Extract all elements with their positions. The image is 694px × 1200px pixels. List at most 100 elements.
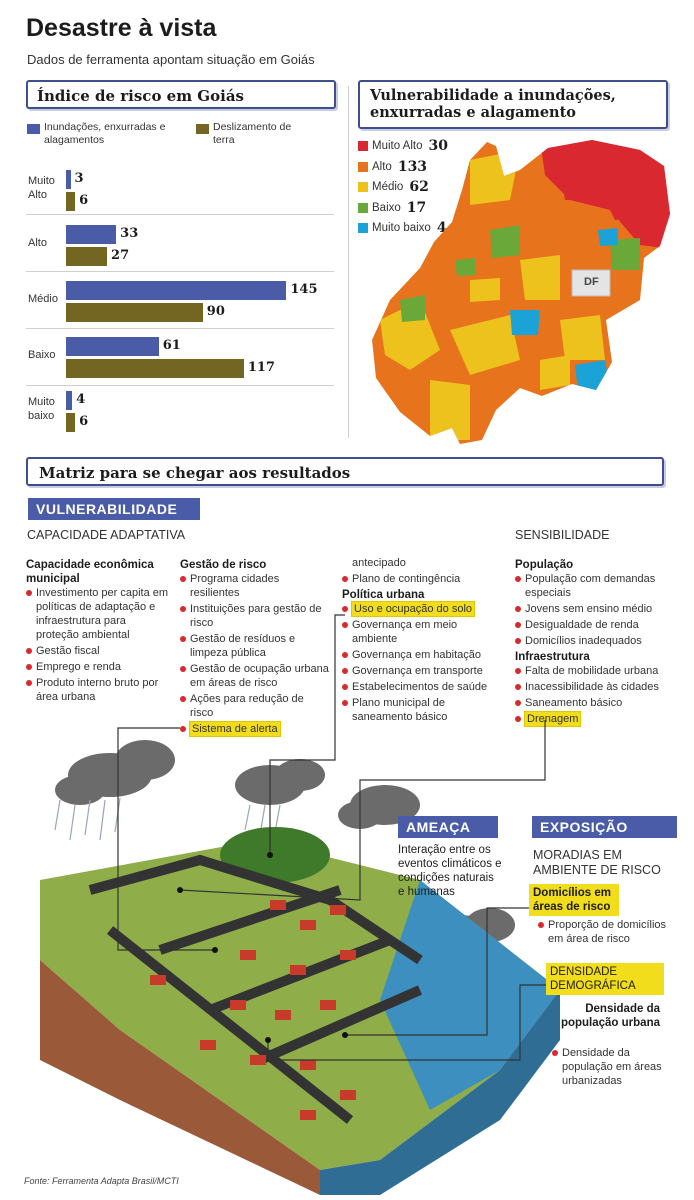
list-item: Governança em meio ambiente [342,618,492,646]
legend-swatch [358,182,368,192]
bar [66,281,287,300]
sensibilidade-heading: SENSIBILIDADE [515,528,610,542]
houses [150,900,356,1120]
list-item: Saneamento básico [515,696,665,710]
bar-value-label: 4 [76,392,86,407]
legend-label: Alto [372,160,392,173]
list-item-continued: antecipado [352,557,406,569]
list-item: Jovens sem ensino médio [515,602,665,616]
list-item: Investimento per capita em políticas de … [26,586,171,642]
legend-swatch [358,141,368,151]
bar [66,359,244,378]
list-item: Programa cidades resilientes [180,572,330,600]
legend-value: 4 [436,220,447,236]
legend-value: 62 [409,179,429,195]
legend-label-flood: Inundações, enxurradas e alagamentos [44,121,166,146]
list-item: Proporção de domicílios em área de risco [538,918,668,946]
legend-swatch [358,202,368,213]
category-label: Muito Alto [28,175,55,201]
page-subtitle: Dados de ferramenta apontam situação em … [27,52,315,67]
bar [66,337,159,356]
bar-value-label: 6 [79,414,89,429]
legend-label: Médio [372,181,404,193]
legend-value: 133 [397,158,428,175]
col-sensibilidade: População População com demandas especia… [515,556,665,728]
list-item: Gestão de ocupação urbana em áreas de ri… [180,662,330,690]
legend-swatch [358,223,368,233]
bar-value-label: 33 [120,226,139,241]
legend-value: 30 [428,138,448,154]
list-item: Plano de contingência [342,572,492,586]
list-item: Inacessibilidade às cidades [515,680,665,694]
capacidade-heading: CAPACIDADE ADAPTATIVA [27,528,186,542]
col-heading: Infraestrutura [515,651,590,663]
bar-value-label: 117 [247,360,275,375]
category-label: Baixo [28,349,56,361]
legend-label: Muito Alto [372,140,423,152]
col-politica-urbana: antecipado Plano de contingência Polític… [342,556,492,726]
bar [66,225,117,244]
legend-swatch-landslide [196,124,209,134]
list-item: Emprego e renda [26,660,171,674]
list-item: Plano municipal de saneamento básico [342,696,492,724]
highlight-sistema-alerta: Sistema de alerta [190,722,280,736]
col-heading: População [515,559,574,571]
bar-value-label: 6 [79,193,89,208]
list-item: Falta de mobilidade urbana [515,664,665,678]
list-item: Governança em habitação [342,648,492,662]
highlight-uso-solo: Uso e ocupação do solo [352,602,475,616]
col-capacidade-economica: Capacidade econômica municipal Investime… [26,556,171,706]
divider [348,86,349,438]
map-legend-item: Médio 62 [358,179,429,195]
list-item: Densidade da população em áreas urbaniza… [552,1046,672,1088]
ameaca-description: Interação entre os eventos climáticos e … [398,844,502,898]
source-note: Fonte: Ferramenta Adapta Brasil/MCTI [24,1176,179,1186]
bar [66,413,76,432]
exposicao-item1-list: Proporção de domicílios em área de risco [538,918,668,948]
map-legend-item: Alto 133 [358,159,427,175]
map-title: Vulnerabilidade a inundações, enxurradas… [358,80,668,129]
exposicao-label: EXPOSIÇÃO [532,816,677,838]
exposicao-densidade-heading-wrap: Densidade da população urbana [560,1000,660,1030]
legend-swatch [358,161,368,172]
category-label: Alto [28,237,47,249]
bar-value-label: 61 [162,338,181,353]
legend-value: 17 [406,199,427,216]
legend-swatch-flood [27,124,40,134]
col-heading: Política urbana [342,589,425,601]
divider [26,385,334,386]
exposicao-subtitle: MORADIAS EM AMBIENTE DE RISCO [533,848,661,877]
category-label: Muito baixo [28,396,55,422]
col-gestao-risco: Gestão de risco Programa cidades resilie… [180,556,330,738]
df-label: DF [584,276,599,288]
list-item: Gestão de resíduos e limpeza pública [180,632,330,660]
legend-label: Baixo [372,201,401,214]
page-title: Desastre à vista [26,14,217,42]
map-legend-item: Muito baixo 4 [358,220,447,236]
list-item: Drenagem [515,712,665,726]
list-item: Produto interno bruto por área urbana [26,676,171,704]
bar-chart-title: Índice de risco em Goiás [26,80,336,109]
matrix-title: Matriz para se chegar aos resultados [26,457,664,486]
ameaca-label: AMEAÇA [398,816,498,838]
legend-label: Muito baixo [372,222,431,234]
list-item: Governança em transporte [342,664,492,678]
bar [66,391,73,410]
list-item: Sistema de alerta [180,722,330,736]
category-label: Médio [28,293,58,305]
list-item: Uso e ocupação do solo [342,602,492,616]
bar [66,303,203,322]
col-heading: Gestão de risco [180,559,267,571]
tag-domicilios-risco: Domicílios em áreas de risco [529,884,619,916]
col-heading: Capacidade econômica municipal [26,559,154,585]
legend-label-landslide: Deslizamento de terra [213,121,292,146]
list-item: Gestão fiscal [26,644,171,658]
bar-value-label: 145 [290,282,318,297]
bar [66,170,71,189]
exposicao-item2-list: Densidade da população em áreas urbaniza… [552,1046,672,1090]
divider [26,214,334,215]
vulnerabilidade-label: VULNERABILIDADE [28,498,200,520]
list-item: Domicílios inadequados [515,634,665,648]
list-item: Instituições para gestão de risco [180,602,330,630]
highlight-drenagem: Drenagem [525,712,581,726]
